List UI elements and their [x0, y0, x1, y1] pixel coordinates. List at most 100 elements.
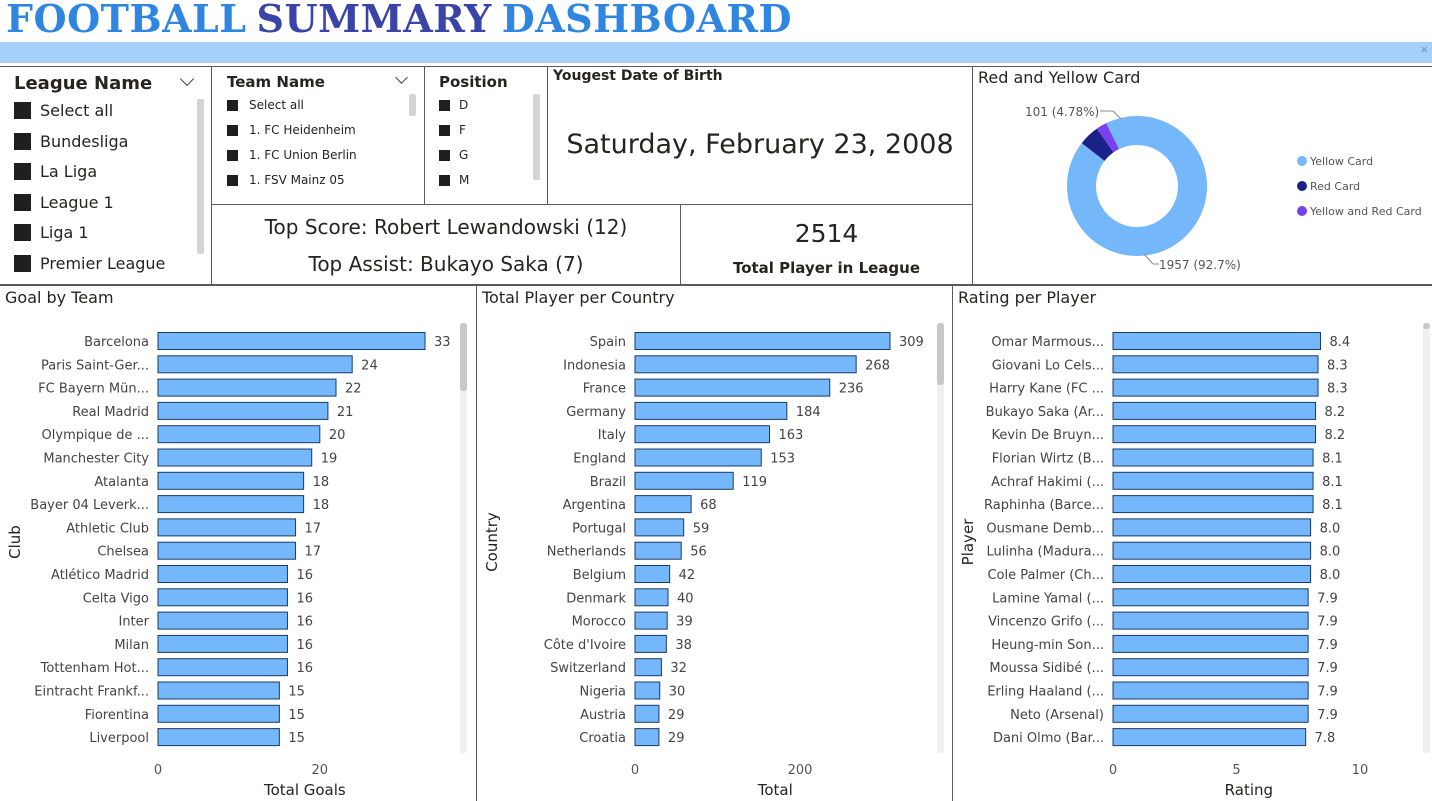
country-bar: [634, 378, 831, 397]
country-value-label: 184: [796, 405, 821, 420]
country-category-label: Spain: [590, 335, 626, 350]
checkbox-icon[interactable]: [227, 99, 238, 111]
goal-category-label: Chelsea: [97, 545, 149, 560]
checkbox-icon[interactable]: [439, 99, 450, 111]
country-bar: [634, 518, 685, 537]
rating-bar: [1112, 518, 1312, 537]
goal-x-axis-title: Total Goals: [263, 781, 346, 799]
total-players-value: 2514: [794, 219, 859, 248]
country-bar: [634, 728, 660, 747]
checkbox-icon[interactable]: [439, 174, 450, 186]
goal-bar: [157, 634, 288, 653]
country-category-label: Netherlands: [547, 545, 626, 560]
country-x-axis-title: Total: [757, 781, 793, 799]
rating-value-label: 7.9: [1317, 638, 1338, 653]
rating-value-label: 7.8: [1315, 731, 1336, 746]
rating-value-label: 7.9: [1317, 615, 1338, 630]
country-bar: [634, 634, 667, 653]
slicer-option[interactable]: M: [439, 173, 469, 187]
country-bar: [634, 471, 734, 490]
goal-bar: [157, 448, 313, 467]
checkbox-icon[interactable]: [14, 132, 31, 150]
country-bar: [634, 401, 788, 420]
checkbox-icon[interactable]: [14, 224, 31, 241]
checkbox-icon[interactable]: [439, 124, 450, 136]
slicer-option[interactable]: Select all: [227, 98, 304, 112]
country-value-label: 268: [865, 358, 890, 373]
legend-label: Yellow and Red Card: [1309, 205, 1422, 218]
page-title: FOOTBALL SUMMARY DASHBOARD: [6, 0, 802, 41]
goal-value-label: 15: [288, 685, 305, 700]
goal-category-label: Liverpool: [89, 731, 149, 746]
checkbox-icon[interactable]: [14, 102, 31, 119]
rating-scrollbar[interactable]: [1423, 323, 1430, 329]
slicer-option[interactable]: Liga 1: [14, 223, 89, 242]
goal-bar: [157, 588, 288, 607]
rating-category-label: Omar Marmous...: [991, 335, 1104, 350]
slicer-option[interactable]: 1. FSV Mainz 05: [227, 173, 345, 187]
slicer-option-label: 1. FC Union Berlin: [249, 148, 357, 162]
goal-value-label: 16: [296, 638, 313, 653]
close-icon[interactable]: ×: [1419, 43, 1429, 56]
goal-value-label: 21: [337, 405, 354, 420]
chevron-down-icon[interactable]: [395, 71, 408, 84]
goal-bar: [157, 704, 280, 723]
title-word-3: DASHBOARD: [501, 0, 792, 41]
checkbox-icon[interactable]: [227, 149, 238, 161]
rating-category-label: Vincenzo Grifo (...: [988, 615, 1104, 630]
rating-chart-title: Rating per Player: [958, 288, 1097, 307]
rating-category-label: Achraf Hakimi (...: [991, 475, 1104, 490]
header-strip: ×: [0, 42, 1432, 63]
country-bar: [634, 425, 771, 444]
checkbox-icon[interactable]: [227, 174, 238, 186]
slicer-option[interactable]: D: [439, 98, 468, 112]
goal-value-label: 16: [296, 568, 313, 583]
rating-bar: [1112, 378, 1319, 397]
slicer-option[interactable]: F: [439, 123, 466, 137]
country-x-tick: 0: [631, 763, 639, 778]
goal-category-label: Olympique de ...: [42, 428, 149, 443]
country-value-label: 39: [676, 615, 693, 630]
slicer-option[interactable]: La Liga: [14, 162, 97, 181]
checkbox-icon[interactable]: [14, 254, 31, 272]
slicer-option-label: La Liga: [40, 162, 98, 181]
country-chart-title: Total Player per Country: [482, 288, 675, 307]
goal-bar: [157, 518, 297, 537]
checkbox-icon[interactable]: [14, 193, 31, 211]
slicer-option[interactable]: League 1: [14, 193, 114, 212]
country-scrollbar-track: [937, 323, 944, 753]
goal-scrollbar[interactable]: [460, 323, 467, 391]
checkbox-icon[interactable]: [227, 124, 238, 136]
slicer-option[interactable]: Premier League: [14, 254, 165, 273]
goal-category-label: Bayer 04 Leverk...: [30, 498, 149, 513]
slicer-option[interactable]: G: [439, 148, 468, 162]
country-value-label: 59: [693, 521, 710, 536]
slicer-option[interactable]: 1. FC Union Berlin: [227, 148, 357, 162]
team-slicer-scrollbar[interactable]: [409, 94, 416, 116]
goal-bar: [157, 611, 288, 630]
slicer-option[interactable]: Bundesliga: [14, 132, 128, 151]
position-slicer-scrollbar[interactable]: [533, 94, 540, 180]
rating-category-label: Bukayo Saka (Ar...: [986, 405, 1104, 420]
chevron-down-icon[interactable]: [179, 71, 195, 87]
goal-bar: [157, 565, 288, 583]
rating-category-label: Lulinha (Madura...: [986, 545, 1104, 560]
rating-scrollbar-track: [1423, 323, 1430, 753]
country-category-label: Brazil: [590, 475, 626, 490]
goal-value-label: 17: [305, 521, 322, 536]
country-scrollbar[interactable]: [937, 323, 944, 385]
rating-value-label: 7.9: [1317, 685, 1338, 700]
goal-category-label: Milan: [114, 638, 149, 653]
country-category-label: Morocco: [572, 615, 626, 630]
checkbox-icon[interactable]: [14, 163, 31, 180]
goal-category-label: Fiorentina: [85, 708, 149, 723]
goal-x-tick: 0: [154, 763, 162, 778]
league-slicer-scrollbar[interactable]: [197, 99, 204, 254]
checkbox-icon[interactable]: [439, 149, 450, 161]
rating-value-label: 8.4: [1329, 335, 1350, 350]
slicer-option[interactable]: 1. FC Heidenheim: [227, 123, 356, 137]
goal-value-label: 17: [305, 545, 322, 560]
slicer-option[interactable]: Select all: [14, 101, 113, 120]
goal-category-label: Manchester City: [43, 452, 149, 467]
